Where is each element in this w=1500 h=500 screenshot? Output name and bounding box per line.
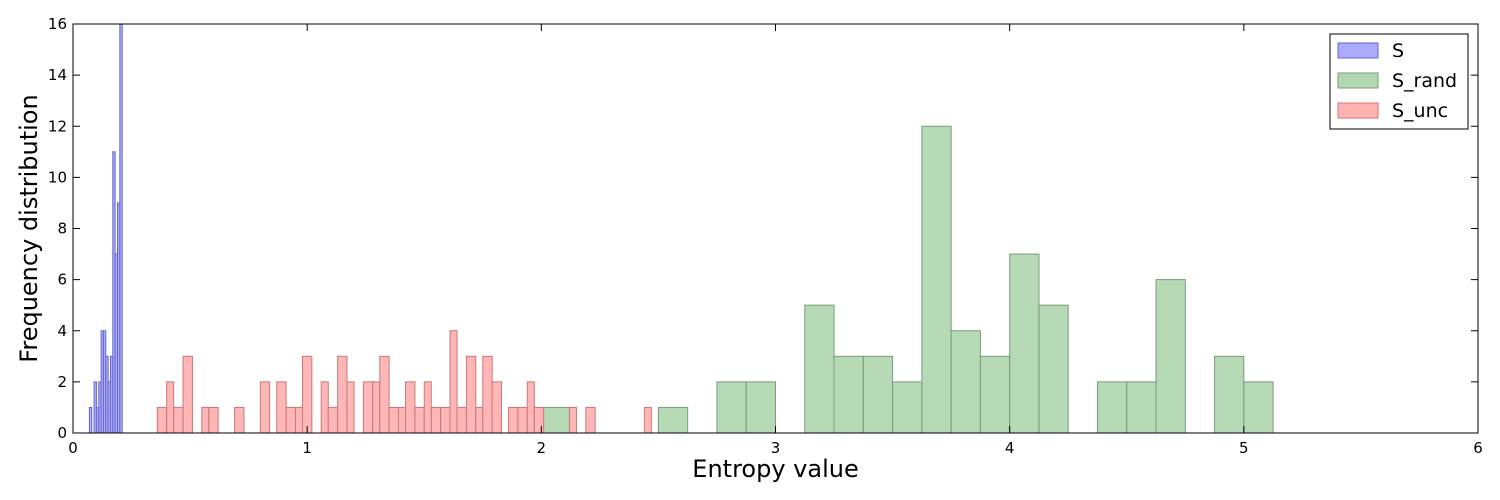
bar-s-rand-14 <box>1126 381 1157 434</box>
bar-s-unc-21 <box>405 381 416 434</box>
bar-s-rand-17 <box>1243 381 1274 434</box>
bar-s-unc-20 <box>397 406 407 434</box>
bar-s-rand-7 <box>892 381 923 434</box>
bar-s-rand-6 <box>862 355 894 434</box>
bar-s-unc-10 <box>294 406 303 434</box>
bar-s-unc-4 <box>201 406 210 434</box>
bar-s-unc-35 <box>533 406 545 434</box>
bar-s-unc-29 <box>475 406 484 434</box>
legend-swatch-s-unc <box>1337 102 1379 119</box>
bar-s-rand-0 <box>540 406 572 434</box>
bar-s-unc-32 <box>508 406 519 434</box>
bar-s-unc-22 <box>414 406 425 434</box>
bar-s-unc-18 <box>379 355 390 434</box>
bar-s-unc-5 <box>208 406 219 434</box>
bar-s-unc-27 <box>456 406 467 434</box>
bar-s-unc-6 <box>234 406 245 434</box>
bar-s-rand-3 <box>745 381 777 434</box>
x-tick-label-5: 5 <box>1239 439 1249 457</box>
bar-s-unc-23 <box>423 381 432 434</box>
bar-s-unc-34 <box>526 381 535 434</box>
bar-s-unc-24 <box>430 406 442 434</box>
bar-s-unc-38 <box>643 406 652 434</box>
bar-s-unc-28 <box>465 355 477 434</box>
y-tick-label-14: 14 <box>48 66 67 84</box>
bar-s-unc-16 <box>362 381 374 434</box>
bar-s-rand-16 <box>1214 355 1245 434</box>
y-tick-label-4: 4 <box>57 322 67 340</box>
x-tick-label-1: 1 <box>302 439 312 457</box>
bar-s-unc-7 <box>259 381 271 434</box>
x-tick-label-2: 2 <box>537 439 547 457</box>
bar-s-rand-1 <box>657 406 689 434</box>
x-tick-label-0: 0 <box>68 439 78 457</box>
bar-s-rand-13 <box>1096 381 1128 434</box>
y-tick-label-16: 16 <box>48 15 67 33</box>
bar-s-unc-25 <box>440 406 451 434</box>
legend-swatch-s-rand <box>1337 72 1379 89</box>
legend-swatch-s <box>1337 42 1379 59</box>
legend-label-s: S <box>1392 40 1404 62</box>
x-tick-label-4: 4 <box>1005 439 1015 457</box>
y-tick-label-12: 12 <box>48 117 67 135</box>
bar-s-unc-0 <box>156 406 168 434</box>
bar-s-rand-9 <box>950 330 981 434</box>
y-tick-label-2: 2 <box>57 373 67 391</box>
bar-s-rand-12 <box>1038 304 1069 434</box>
bar-s-unc-11 <box>301 355 313 434</box>
bar-s-unc-2 <box>173 406 184 434</box>
x-axis-title: Entropy value <box>692 455 858 483</box>
x-tick-label-6: 6 <box>1473 439 1483 457</box>
bar-s-unc-14 <box>337 355 348 434</box>
bar-s-unc-19 <box>388 406 399 434</box>
bar-s-unc-12 <box>320 381 329 434</box>
bar-s-unc-9 <box>285 406 296 434</box>
bar-s-unc-3 <box>182 355 193 434</box>
bar-s-unc-8 <box>276 381 287 434</box>
legend-label-s-unc: S_unc <box>1392 100 1448 122</box>
bar-s-unc-26 <box>449 330 458 434</box>
bar-s-unc-1 <box>166 381 175 434</box>
bar-s-rand-8 <box>921 125 952 434</box>
y-tick-label-6: 6 <box>57 271 67 289</box>
bar-s-rand-11 <box>1009 253 1040 434</box>
bars-layer <box>88 23 1274 434</box>
bar-s-rand-5 <box>833 355 864 434</box>
legend-label-s-rand: S_rand <box>1392 70 1457 92</box>
y-tick-label-8: 8 <box>57 220 67 238</box>
x-tick-label-3: 3 <box>771 439 781 457</box>
bar-s-unc-37 <box>585 406 596 434</box>
bar-s-unc-30 <box>482 355 493 434</box>
legend: S S_rand S_unc <box>1329 33 1469 130</box>
bar-s-unc-17 <box>372 381 381 434</box>
bar-s-rand-15 <box>1155 279 1186 434</box>
bar-s-rand-2 <box>716 381 747 434</box>
bar-s-unc-36 <box>568 406 577 434</box>
bar-s-unc-31 <box>491 381 503 434</box>
y-tick-label-10: 10 <box>48 168 67 186</box>
bar-s-unc-15 <box>346 381 355 434</box>
bar-s-rand-4 <box>804 304 835 434</box>
bar-s-unc-13 <box>327 406 339 434</box>
bar-s-0 <box>88 406 93 434</box>
y-axis-title: Frequency distribution <box>15 94 43 362</box>
bar-s-12 <box>119 23 123 434</box>
y-tick-label-0: 0 <box>57 424 67 442</box>
bar-s-unc-33 <box>517 406 528 434</box>
bar-s-rand-10 <box>979 355 1011 434</box>
